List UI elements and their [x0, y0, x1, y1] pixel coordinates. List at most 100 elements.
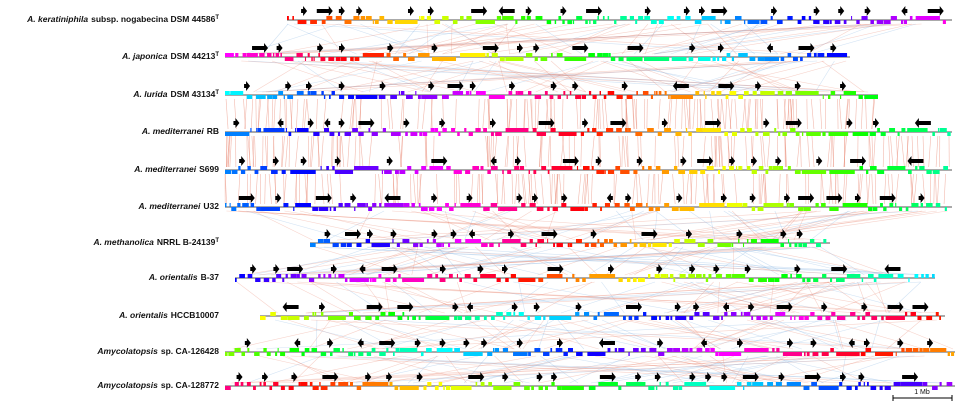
link — [506, 135, 510, 168]
link — [708, 60, 740, 93]
link — [250, 98, 254, 130]
block — [863, 382, 865, 386]
link — [237, 210, 764, 241]
link — [246, 210, 351, 241]
block — [545, 386, 548, 390]
gene-arrow — [463, 338, 470, 348]
block — [951, 352, 955, 356]
block — [857, 316, 860, 320]
block — [731, 132, 738, 136]
link — [521, 173, 525, 205]
link — [551, 173, 553, 205]
link — [475, 246, 506, 276]
link — [901, 135, 905, 168]
block — [533, 170, 537, 174]
block — [442, 128, 447, 132]
block — [475, 128, 481, 132]
block — [757, 57, 765, 61]
link — [538, 319, 549, 350]
gene-arrow — [717, 43, 724, 53]
block — [912, 348, 919, 352]
link — [744, 281, 861, 314]
link — [264, 23, 875, 55]
link — [400, 98, 404, 130]
link — [686, 60, 856, 93]
block — [830, 348, 834, 352]
block — [390, 132, 401, 136]
block — [449, 207, 454, 211]
block — [287, 16, 289, 20]
link — [710, 23, 756, 55]
link — [268, 173, 272, 205]
block — [803, 207, 811, 211]
link — [256, 319, 840, 350]
link — [681, 281, 830, 314]
block — [861, 278, 864, 282]
block — [296, 274, 300, 278]
gene-arrow — [358, 118, 375, 128]
block — [563, 91, 566, 95]
block — [525, 53, 533, 57]
link — [710, 60, 799, 93]
gene-arrow — [238, 193, 255, 203]
link — [281, 135, 284, 168]
gene-arrow — [502, 264, 509, 274]
link — [807, 135, 810, 168]
link — [683, 281, 714, 314]
link — [886, 319, 922, 350]
block — [348, 312, 353, 316]
block — [947, 352, 950, 356]
block — [626, 278, 631, 282]
block — [225, 132, 250, 136]
gene-arrow — [338, 6, 345, 16]
block — [804, 352, 806, 356]
block — [724, 20, 731, 24]
link — [825, 319, 924, 350]
gene-arrow — [729, 156, 736, 166]
block — [926, 170, 932, 174]
block — [657, 132, 662, 136]
block — [905, 207, 909, 211]
block — [828, 132, 849, 136]
block — [354, 207, 356, 211]
gene-arrow — [538, 118, 555, 128]
block — [923, 348, 930, 352]
gene-arrow — [509, 81, 516, 91]
block — [787, 53, 792, 57]
block — [320, 166, 322, 170]
block — [715, 352, 719, 356]
block — [673, 348, 681, 352]
link — [255, 173, 258, 205]
block — [790, 316, 792, 320]
type-strain-mark: T — [215, 15, 219, 21]
link — [684, 319, 766, 350]
link — [383, 246, 469, 276]
block — [705, 348, 710, 352]
link — [715, 135, 718, 168]
block — [270, 312, 276, 316]
link — [724, 246, 888, 276]
link — [225, 98, 229, 130]
link — [657, 355, 684, 384]
link — [811, 246, 890, 276]
link — [402, 281, 463, 314]
link — [411, 210, 555, 241]
block — [860, 352, 866, 356]
block — [744, 348, 769, 352]
link — [778, 173, 781, 205]
gene-arrow — [785, 118, 802, 128]
block — [394, 170, 399, 174]
link — [369, 319, 439, 350]
block — [403, 53, 407, 57]
link — [514, 173, 518, 205]
link — [472, 210, 553, 241]
genome-label: A. mediterranei S699 — [133, 164, 219, 174]
block — [483, 128, 487, 132]
block — [318, 207, 329, 211]
link — [734, 173, 738, 205]
link — [354, 135, 357, 168]
block — [332, 243, 339, 247]
block — [887, 166, 906, 170]
block — [411, 203, 415, 207]
block — [454, 239, 462, 243]
